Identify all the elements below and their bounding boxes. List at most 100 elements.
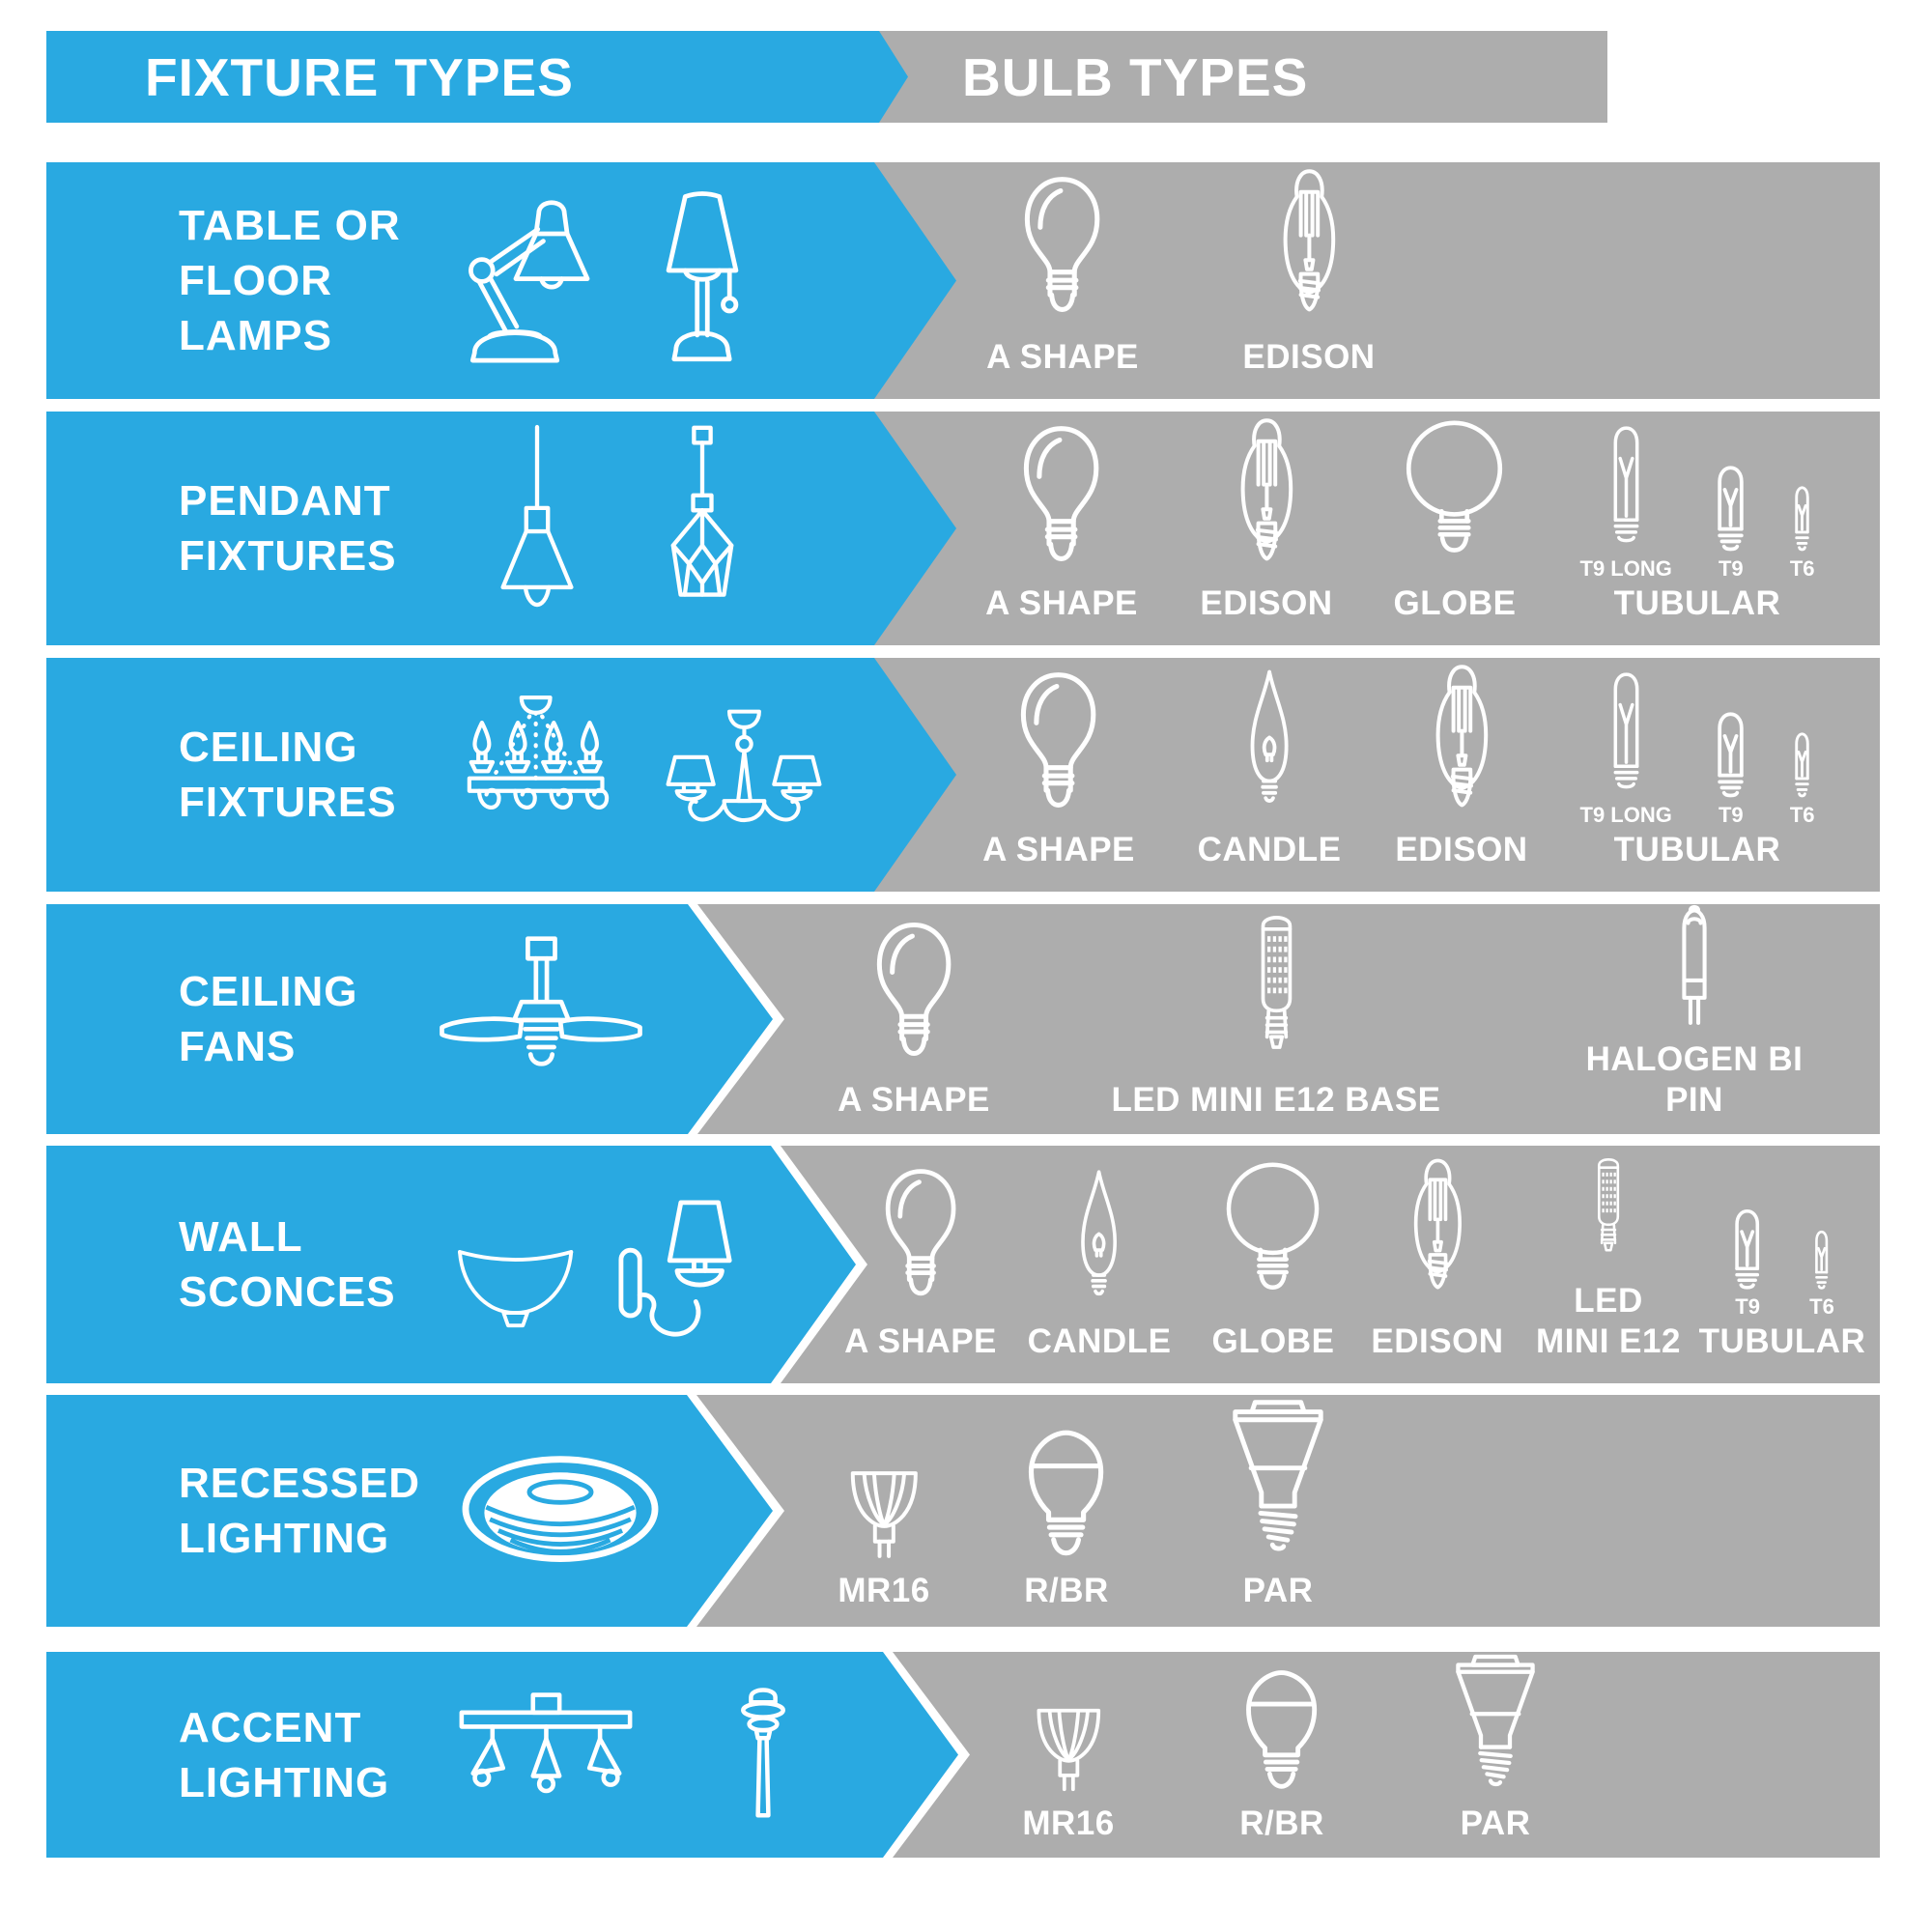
bulb-item: EDISON xyxy=(1242,162,1375,399)
bulb-label: GLOBE xyxy=(1393,584,1517,622)
bulb-label: PAR xyxy=(1242,1572,1314,1609)
led-mini-e12-bulb-icon xyxy=(1251,906,1301,1061)
bulb-item: MR16 xyxy=(838,1395,929,1627)
bulb-item: R/BR xyxy=(1018,1395,1115,1627)
edison-bulb-icon xyxy=(1406,1153,1469,1300)
edison-bulb-icon xyxy=(1427,658,1496,820)
a-shape-bulb-icon xyxy=(1010,412,1112,566)
fixture-type-label: WALL SCONCES xyxy=(179,1146,396,1383)
bulb-item: R/BR xyxy=(1236,1652,1328,1858)
fixture-arrow-band xyxy=(46,1146,856,1383)
bulb-label: GLOBE xyxy=(1211,1322,1335,1360)
bulb-item: GLOBE xyxy=(1394,412,1517,645)
bulb-sublabel: T9 xyxy=(1718,803,1744,827)
bulb-group-label: TUBULAR xyxy=(1613,584,1781,622)
bulb-item: CANDLE xyxy=(1198,658,1342,892)
bulb-group-item: T9 xyxy=(1730,1204,1765,1321)
bulb-item: A SHAPE xyxy=(844,1146,997,1383)
ceiling-fan-icon xyxy=(435,933,647,1105)
bulb-sublabel: T9 LONG xyxy=(1579,556,1672,581)
bulb-label: A SHAPE xyxy=(985,584,1138,622)
bulb-label: EDISON xyxy=(1371,1322,1504,1360)
table-lamp-icon xyxy=(648,185,756,375)
bulb-sublabel: T6 xyxy=(1809,1294,1834,1319)
a-shape-bulb-icon xyxy=(865,908,963,1061)
bulb-label: A SHAPE xyxy=(982,831,1135,868)
bulb-label: A SHAPE xyxy=(844,1322,997,1360)
fixture-type-label-line: LIGHTING xyxy=(179,1515,390,1562)
a-shape-bulb-icon xyxy=(1011,162,1113,317)
bulb-band xyxy=(687,1395,1880,1627)
fixture-types-title: FIXTURE TYPES xyxy=(145,46,574,107)
fixture-type-label-line: SCONCES xyxy=(179,1268,396,1316)
bulb-sublabel: T6 xyxy=(1789,556,1815,581)
chandelier-icon xyxy=(455,693,621,857)
fixture-row: CEILING FANS A SHAPE LED MINI E12 BASE HA… xyxy=(0,904,1932,1134)
bulb-item: MR16 xyxy=(1022,1652,1114,1858)
bulb-band xyxy=(874,162,1880,399)
bulb-group-icons: T9 T6 xyxy=(1730,1204,1834,1321)
bulb-item: EDISON xyxy=(1200,412,1332,645)
edison-bulb-icon xyxy=(1232,412,1301,574)
mr16-bulb-icon xyxy=(844,1466,923,1563)
bulb-label: EDISON xyxy=(1200,584,1333,622)
bulb-item: CANDLE xyxy=(1028,1146,1172,1383)
bulb-item: T9 LONG T9 T6 TUBULAR xyxy=(1580,412,1815,645)
fixture-arrow-band xyxy=(46,658,956,892)
bulb-label: MR16 xyxy=(838,1572,930,1609)
halogen-bipin-bulb-icon xyxy=(1668,904,1720,1039)
cone-pendant-icon xyxy=(492,421,583,630)
shaded-chandelier-icon xyxy=(663,708,825,839)
bulb-sublabel: T9 xyxy=(1735,1294,1760,1319)
fixture-row: TABLE OR FLOOR LAMPS A SHAPE EDISON xyxy=(0,162,1932,399)
fixture-type-label: TABLE OR FLOOR LAMPS xyxy=(179,162,401,399)
bulb-label: LED MINI E12 BASE xyxy=(1111,1081,1441,1119)
tubular-small-bulb-icon xyxy=(1792,728,1813,801)
bulb-group-icons: T9 LONG T9 T6 xyxy=(1580,419,1815,583)
tubular-medium-bulb-icon xyxy=(1730,1204,1765,1293)
bulb-item: HALOGEN BI PIN xyxy=(1576,904,1813,1134)
fixture-type-label-line: WALL xyxy=(179,1213,303,1261)
bulb-label: LED MINI E12 xyxy=(1536,1282,1681,1360)
globe-bulb-icon xyxy=(1397,412,1513,562)
r-br-bulb-icon xyxy=(1236,1662,1328,1796)
bulb-label: A SHAPE xyxy=(838,1081,990,1119)
fixture-type-label-line: FIXTURES xyxy=(179,779,397,826)
candle-bulb-icon xyxy=(1074,1165,1124,1300)
candle-bulb-icon xyxy=(1242,664,1295,809)
fixture-type-label-line: ACCENT xyxy=(179,1703,362,1751)
fixture-type-label: PENDANT FIXTURES xyxy=(179,412,397,645)
bulb-item: T9 T6 TUBULAR xyxy=(1699,1146,1866,1383)
fixture-row: PENDANT FIXTURES A SHAPE EDISON GLOBE T9 … xyxy=(0,412,1932,645)
a-shape-bulb-icon xyxy=(1008,658,1109,812)
bulb-group-label: TUBULAR xyxy=(1698,1322,1866,1360)
fixture-row: ACCENT LIGHTING MR16 R/BR PAR xyxy=(0,1652,1932,1858)
fixture-types-arrow-band xyxy=(46,31,908,123)
bowl-sconce-icon xyxy=(440,1242,592,1339)
fixture-type-label: CEILING FIXTURES xyxy=(179,658,397,892)
track-light-icon xyxy=(451,1690,640,1832)
tubular-small-bulb-icon xyxy=(1812,1227,1832,1293)
fixture-type-label-line: CEILING xyxy=(179,724,358,771)
fixture-type-label-line: TABLE OR xyxy=(179,202,401,249)
bulb-label: HALOGEN BI PIN xyxy=(1585,1040,1804,1119)
recessed-light-icon xyxy=(457,1449,664,1577)
tubular-long-bulb-icon xyxy=(1606,419,1645,554)
bulb-label: CANDLE xyxy=(1197,831,1342,868)
bulb-sublabel: T6 xyxy=(1789,803,1815,827)
bulb-item: A SHAPE xyxy=(982,658,1135,892)
bulb-item: LED MINI E12 xyxy=(1536,1146,1681,1383)
globe-bulb-icon xyxy=(1219,1153,1327,1300)
bulb-label: EDISON xyxy=(1395,831,1528,868)
par-bulb-icon xyxy=(1208,1397,1348,1563)
bulb-group-label: TUBULAR xyxy=(1613,831,1781,868)
fixture-arrow-band xyxy=(46,1652,958,1858)
bulb-item: LED MINI E12 BASE xyxy=(1111,904,1440,1134)
bulb-band xyxy=(874,412,1880,645)
bulb-group-item: T6 xyxy=(1790,728,1815,830)
fixture-type-label: ACCENT LIGHTING xyxy=(179,1652,389,1858)
tubular-medium-bulb-icon xyxy=(1713,460,1749,554)
bulb-group-icons: T9 LONG T9 T6 xyxy=(1580,666,1815,830)
bulb-item: PAR xyxy=(1208,1395,1348,1627)
